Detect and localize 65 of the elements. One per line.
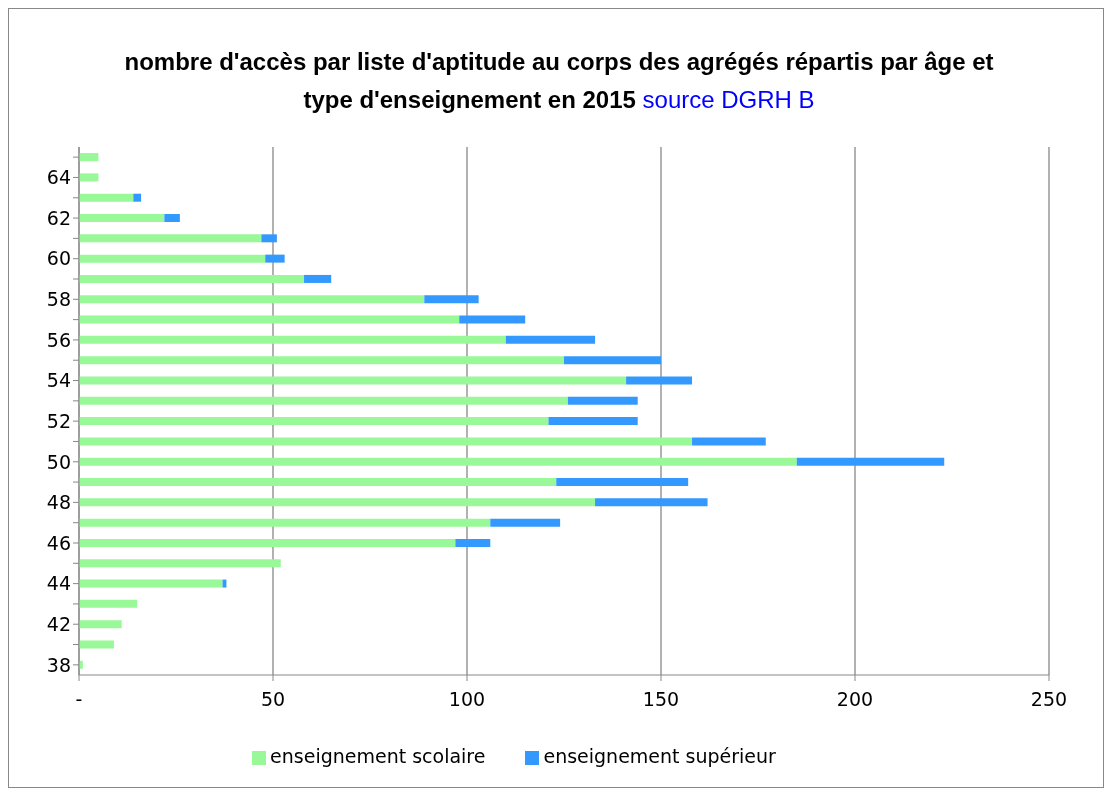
source-note: source DGRH B [642,86,815,113]
bar [595,498,708,507]
y-tick-label: 48 [46,491,71,514]
bar [79,193,134,202]
bar [548,417,638,426]
y-tick-label: 60 [46,247,71,270]
bar [459,315,526,324]
y-tick-label: 56 [46,328,71,351]
bar [79,234,262,243]
y-tick-label: 42 [46,612,71,635]
bar [79,214,165,223]
bar [79,173,99,182]
y-tick-label: 62 [46,206,71,229]
bar [79,518,491,527]
x-tick-label: 50 [260,688,286,711]
x-tick-label: 150 [642,688,680,711]
y-tick-label: 38 [46,653,71,676]
bar [79,356,564,365]
bar [79,620,122,629]
bar [304,274,332,283]
bar [79,417,549,426]
bar [567,396,638,405]
bar [79,335,506,344]
bar [79,376,627,385]
bar [490,518,561,527]
bar [692,437,766,446]
y-tick-label: 46 [46,531,71,554]
bar [261,234,277,243]
bar [79,579,223,588]
legend-label: enseignement supérieur [543,745,776,767]
bar [455,538,491,547]
bar [79,538,456,547]
x-tick-label: 100 [448,688,486,711]
bar [79,498,596,507]
x-tick-label: - [75,688,83,711]
bar [164,214,180,223]
x-tick-label: 250 [1030,688,1068,711]
bar [626,376,693,385]
bar [79,153,99,162]
bar [505,335,596,344]
bar [424,295,479,304]
bar [79,396,568,405]
bar [79,437,693,446]
bar [79,640,114,649]
legend-label: enseignement scolaire [270,745,486,767]
bar [564,356,661,365]
y-tick-label: 64 [46,166,71,189]
y-tick-label: 58 [46,288,71,311]
bar [79,274,305,283]
y-tick-label: 52 [46,409,71,432]
bar [79,599,138,608]
bar [796,457,945,466]
bar [556,478,689,487]
y-tick-label: 44 [46,572,71,595]
bar [79,315,460,324]
bar [79,559,281,568]
x-tick-label: 200 [836,688,874,711]
y-tick-label: 50 [46,450,71,473]
bar [79,254,266,263]
bar [79,478,557,487]
y-tick-label: 54 [46,369,71,392]
bar [79,295,425,304]
bar [133,193,142,202]
bar [265,254,285,263]
bar [79,457,797,466]
